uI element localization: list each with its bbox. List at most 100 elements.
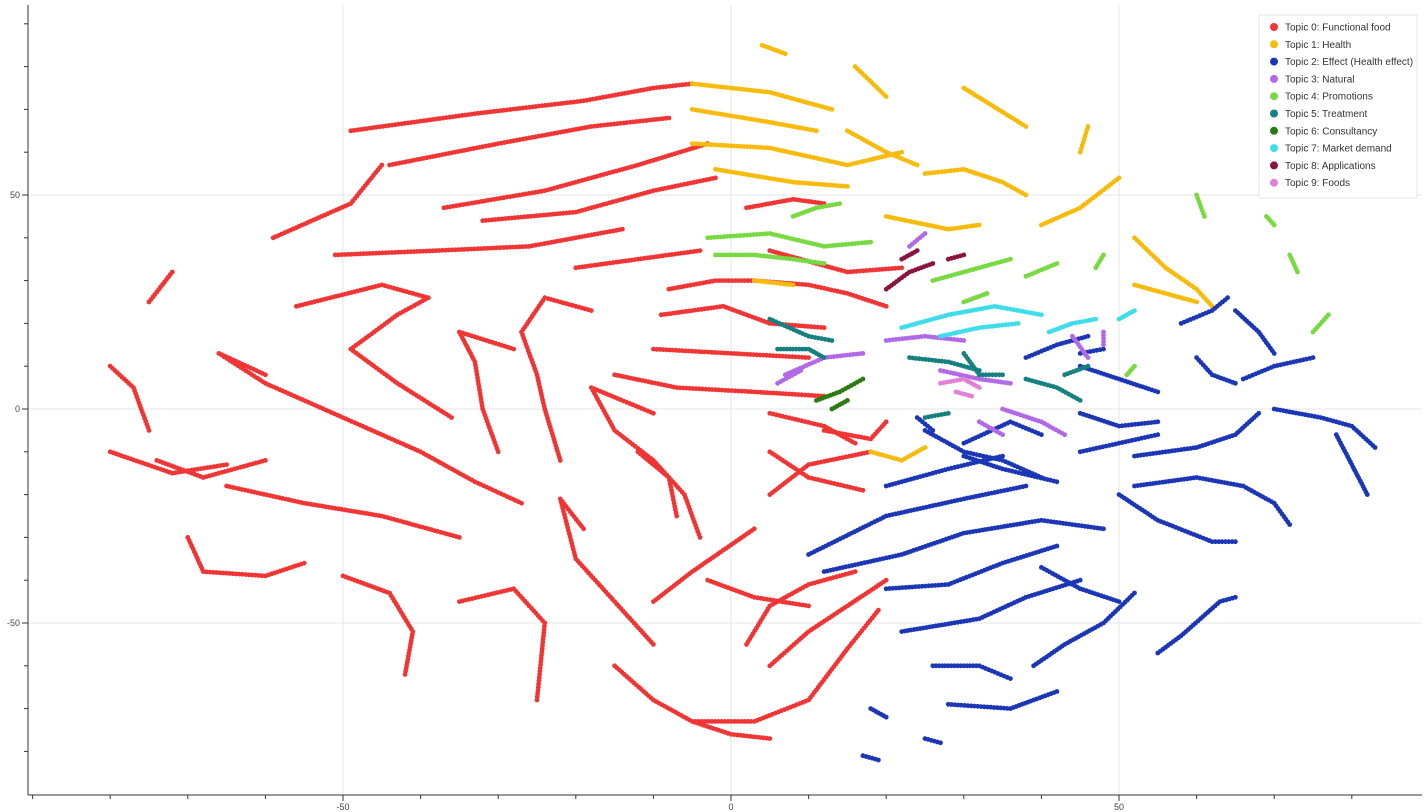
data-point — [738, 252, 744, 258]
scatter-points — [107, 42, 1378, 763]
data-point — [883, 577, 889, 583]
data-point — [696, 719, 702, 724]
minor-ticks — [24, 23, 1353, 799]
data-point — [868, 239, 874, 245]
legend-marker — [1270, 126, 1278, 135]
data-point — [620, 226, 625, 232]
data-point — [860, 487, 866, 493]
data-point — [1155, 419, 1161, 425]
data-point — [914, 248, 920, 254]
data-point — [798, 368, 804, 373]
data-point — [845, 398, 850, 403]
data-point — [1287, 522, 1293, 527]
data-point — [821, 325, 827, 331]
data-point — [301, 560, 307, 566]
data-point — [699, 719, 705, 724]
data-point — [1271, 222, 1277, 228]
data-point — [980, 372, 985, 378]
data-point — [674, 513, 680, 519]
data-point — [1008, 256, 1013, 262]
data-point — [976, 372, 982, 378]
data-point — [990, 372, 995, 378]
data-point — [1229, 539, 1235, 545]
data-point — [495, 449, 501, 455]
data-point — [914, 162, 920, 168]
data-point — [938, 740, 943, 746]
data-point — [860, 351, 866, 356]
data-point — [983, 372, 989, 378]
legend-label: Topic 6: Consultancy — [1285, 126, 1377, 137]
data-point — [1085, 124, 1091, 129]
series-7 — [899, 303, 1137, 339]
data-point — [729, 278, 734, 283]
data-point — [738, 278, 744, 283]
data-point — [782, 51, 788, 57]
data-point — [1077, 398, 1083, 403]
data-point — [984, 291, 990, 296]
series-9 — [938, 376, 982, 399]
data-point — [1093, 316, 1099, 322]
legend-marker — [1270, 92, 1278, 101]
data-point — [806, 603, 811, 609]
data-point — [1000, 453, 1005, 459]
data-point — [767, 736, 773, 741]
legend-marker — [1270, 57, 1278, 66]
y-tick-label: -50 — [7, 618, 20, 628]
data-point — [1101, 526, 1106, 532]
series-8 — [883, 248, 967, 292]
data-point — [976, 222, 982, 228]
data-point — [1085, 363, 1091, 369]
data-point — [557, 458, 563, 463]
data-point — [996, 372, 1002, 378]
data-point — [1223, 539, 1228, 545]
data-point — [725, 719, 731, 724]
data-point — [697, 535, 703, 540]
legend-marker — [1270, 178, 1278, 187]
y-tick-label: 0 — [15, 404, 20, 414]
data-point — [1310, 355, 1316, 360]
series-5 — [767, 316, 1091, 420]
data-point — [729, 252, 734, 258]
data-point — [651, 642, 656, 647]
legend-label: Topic 2: Effect (Health effect) — [1285, 57, 1413, 68]
legend-marker — [1270, 161, 1278, 170]
data-point — [719, 278, 725, 283]
legend-label: Topic 5: Treatment — [1285, 109, 1367, 120]
data-point — [899, 149, 905, 155]
data-point — [1202, 214, 1207, 219]
data-point — [748, 278, 754, 283]
data-point — [1000, 372, 1005, 378]
major-ticks: -50 0 50 50 0 -50 — [7, 190, 1124, 812]
data-point — [883, 94, 889, 99]
data-point — [1054, 479, 1060, 485]
data-point — [930, 261, 936, 266]
data-point — [814, 128, 819, 134]
data-point — [969, 393, 974, 399]
data-point — [1101, 329, 1106, 335]
data-point — [1116, 599, 1122, 604]
data-point — [945, 410, 951, 416]
legend-marker — [1270, 23, 1278, 31]
data-point — [706, 719, 711, 724]
y-tick-label: 50 — [10, 190, 20, 200]
data-point — [748, 719, 754, 724]
data-point — [899, 265, 905, 271]
data-point — [1101, 252, 1106, 258]
data-point — [1155, 432, 1161, 438]
data-point — [729, 719, 734, 724]
data-point — [169, 269, 175, 275]
data-point — [1271, 351, 1277, 356]
data-point — [1101, 346, 1106, 352]
data-point — [976, 385, 982, 390]
data-point — [1039, 312, 1044, 318]
data-point — [1015, 321, 1021, 326]
data-point — [719, 252, 725, 258]
legend-box — [1258, 14, 1418, 199]
data-point — [821, 355, 827, 360]
series-1 — [689, 42, 1215, 463]
data-point — [689, 719, 695, 724]
data-point — [751, 526, 757, 532]
legend-label: Topic 7: Market demand — [1285, 144, 1392, 155]
data-point — [829, 107, 835, 112]
